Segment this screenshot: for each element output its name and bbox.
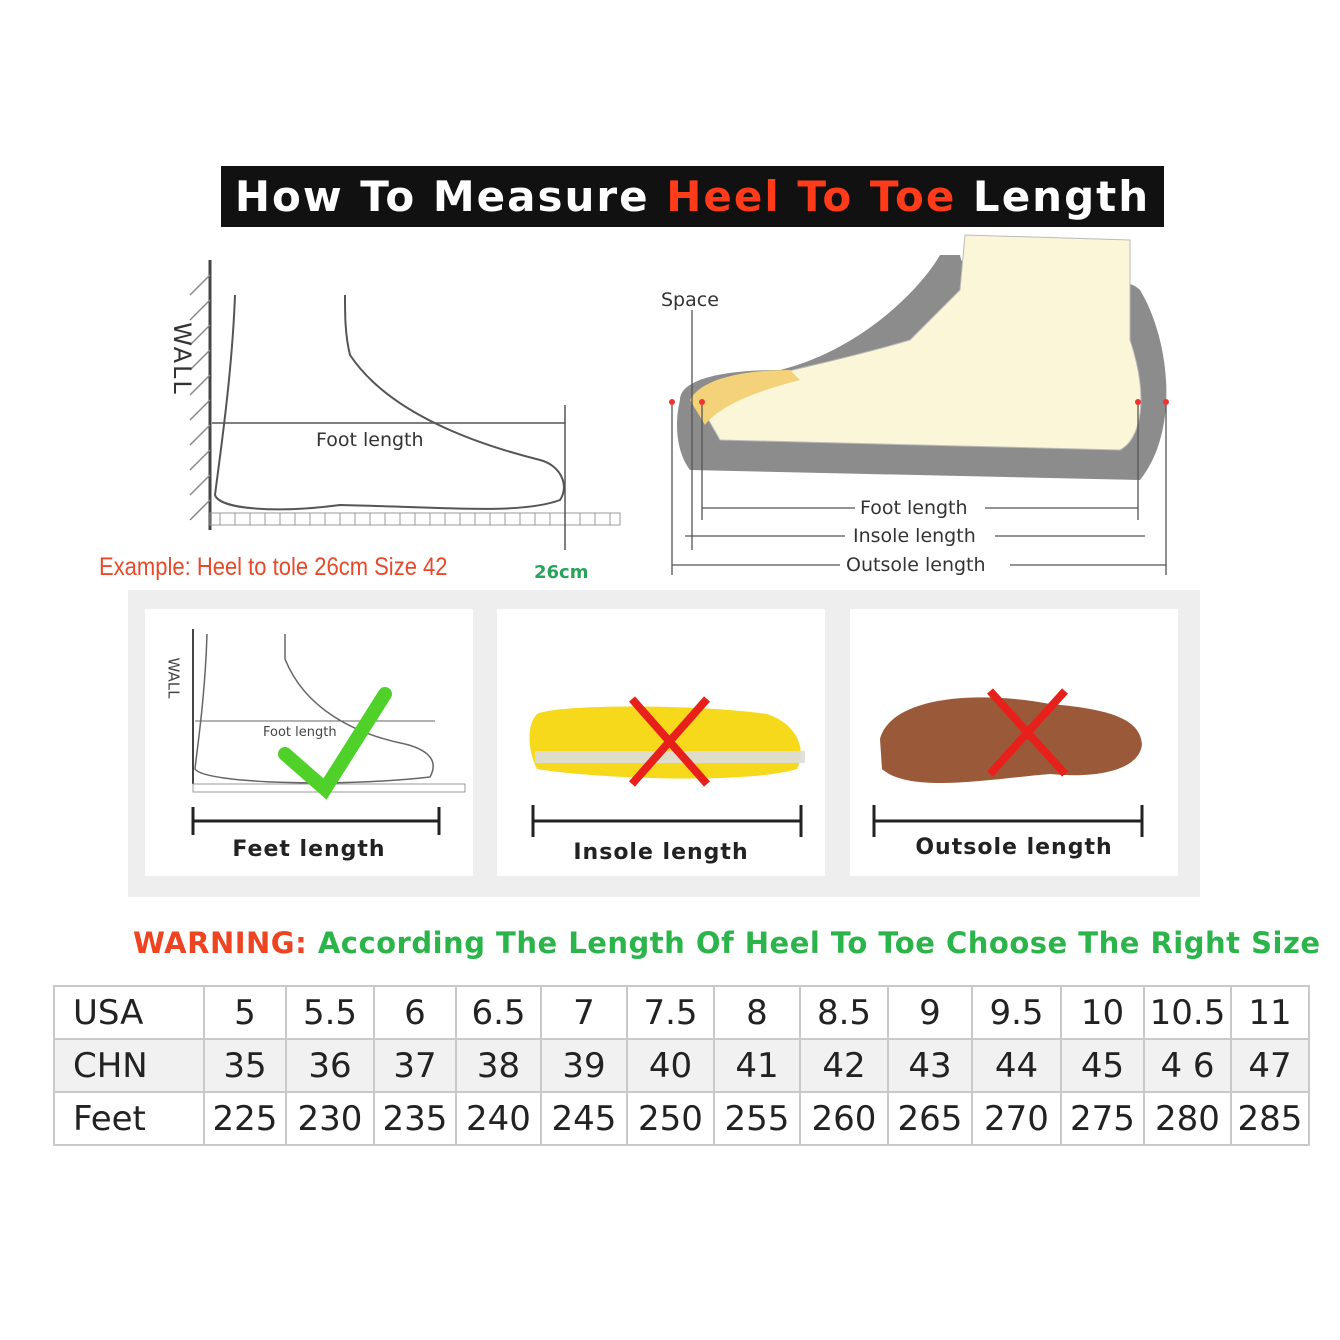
table-cell: 41 xyxy=(713,1038,801,1093)
table-cell: 230 xyxy=(285,1091,375,1146)
table-cell: 8 xyxy=(713,985,801,1040)
table-cell: 6.5 xyxy=(455,985,542,1040)
page-title: How To Measure Heel To Toe Length xyxy=(221,166,1164,227)
foot-against-wall-illustration xyxy=(189,260,621,550)
space-label: Space xyxy=(661,289,719,311)
table-cell: 8.5 xyxy=(799,985,889,1040)
table-cell: 4 6 xyxy=(1143,1038,1232,1093)
table-cell: 5 xyxy=(203,985,287,1040)
table-cell: 225 xyxy=(203,1091,287,1146)
table-cell: 240 xyxy=(455,1091,542,1146)
table-cell: 42 xyxy=(799,1038,889,1093)
row-header: CHN xyxy=(53,1038,205,1093)
table-cell: 235 xyxy=(373,1091,457,1146)
table-cell: 255 xyxy=(713,1091,801,1146)
table-row: Feet 225 230 235 240 245 250 255 260 265 270 275 280… xyxy=(53,1091,1310,1146)
example-text: Example: Heel to tole 26cm Size 42 xyxy=(99,553,448,581)
warning-text: WARNING: According The Length Of Heel To… xyxy=(133,926,1321,960)
panel-feet-length: WALL Foot length Feet length xyxy=(145,609,473,876)
measurement-mark: 26cm xyxy=(534,562,589,583)
table-cell: 260 xyxy=(799,1091,889,1146)
warning-label: WARNING: xyxy=(133,926,308,960)
table-cell: 285 xyxy=(1230,1091,1310,1146)
row-header: Feet xyxy=(53,1091,205,1146)
size-table: USA 5 5.5 6 6.5 7 7.5 8 8.5 9 9.5 10 10.5 11 CHN 35 36 37… xyxy=(53,985,1310,1146)
table-cell: 7 xyxy=(540,985,628,1040)
table-cell: 270 xyxy=(971,1091,1062,1146)
row-header: USA xyxy=(53,985,205,1040)
title-highlight: Heel To Toe xyxy=(666,172,957,221)
table-row: CHN 35 36 37 38 39 40 41 42 43 44 45 4 6 47 xyxy=(53,1038,1310,1093)
wall-label: WALL xyxy=(167,322,196,396)
panel-insole-length: Insole length xyxy=(497,609,825,876)
panel-outsole-length: Outsole length xyxy=(850,609,1178,876)
table-cell: 5.5 xyxy=(285,985,375,1040)
table-cell: 37 xyxy=(373,1038,457,1093)
panel-caption: Outsole length xyxy=(915,835,1113,860)
table-cell: 10 xyxy=(1060,985,1145,1040)
insole-length-label: Insole length xyxy=(853,525,976,547)
table-cell: 265 xyxy=(887,1091,973,1146)
shoe-cross-section-illustration xyxy=(669,234,1169,575)
table-cell: 40 xyxy=(626,1038,715,1093)
foot-length-label: Foot length xyxy=(263,725,337,740)
table-cell: 9 xyxy=(887,985,973,1040)
panel-caption: Insole length xyxy=(573,840,749,865)
table-cell: 45 xyxy=(1060,1038,1145,1093)
table-cell: 35 xyxy=(203,1038,287,1093)
foot-check-illustration xyxy=(191,629,466,835)
table-cell: 43 xyxy=(887,1038,973,1093)
table-cell: 6 xyxy=(373,985,457,1040)
title-part2: Length xyxy=(956,172,1151,221)
table-cell: 47 xyxy=(1230,1038,1310,1093)
table-cell: 9.5 xyxy=(971,985,1062,1040)
outsole-length-label: Outsole length xyxy=(846,554,986,576)
table-cell: 275 xyxy=(1060,1091,1145,1146)
table-cell: 250 xyxy=(626,1091,715,1146)
foot-length-label: Foot length xyxy=(860,497,968,519)
table-cell: 10.5 xyxy=(1143,985,1232,1040)
table-cell: 36 xyxy=(285,1038,375,1093)
measurement-comparison-panels: WALL Foot length Feet length Insole leng… xyxy=(128,590,1200,897)
table-cell: 38 xyxy=(455,1038,542,1093)
table-cell: 280 xyxy=(1143,1091,1232,1146)
panel-caption: Feet length xyxy=(232,837,386,862)
table-cell: 39 xyxy=(540,1038,628,1093)
foot-length-label: Foot length xyxy=(316,429,424,451)
table-cell: 7.5 xyxy=(626,985,715,1040)
table-cell: 11 xyxy=(1230,985,1310,1040)
title-part1: How To Measure xyxy=(234,172,667,221)
wall-label: WALL xyxy=(164,657,183,699)
insole-cross-illustration xyxy=(529,696,805,837)
table-cell: 44 xyxy=(971,1038,1062,1093)
table-row: USA 5 5.5 6 6.5 7 7.5 8 8.5 9 9.5 10 10.5 11 xyxy=(53,985,1310,1040)
warning-message: According The Length Of Heel To Toe Choo… xyxy=(317,926,1321,960)
outsole-cross-illustration xyxy=(872,688,1144,837)
table-cell: 245 xyxy=(540,1091,628,1146)
